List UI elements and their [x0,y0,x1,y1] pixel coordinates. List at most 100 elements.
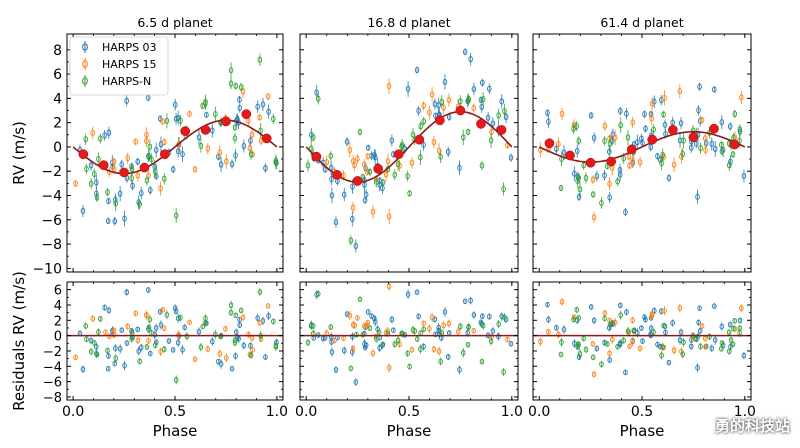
rv-point-marker [719,148,725,155]
residual-point-marker [659,352,664,359]
residual-point-marker [166,338,172,344]
residual-point-harps03 [480,313,485,320]
rv-point-harpsn [357,128,363,136]
rv-point-harps03 [389,134,395,147]
residual-point-marker [153,325,159,331]
residual-point-harps15 [176,330,181,340]
residual-point-harps03 [372,315,377,322]
rv-point-marker [607,148,612,155]
residual-point-marker [96,329,101,335]
rv-point-marker [480,96,486,103]
residual-point-marker [703,344,708,350]
residual-point-harps03 [106,306,112,315]
rv-point-harps03 [196,129,202,145]
residual-point-harps03 [712,303,717,309]
rv-point-harpsn [129,172,134,184]
residual-point-marker [602,310,608,316]
residual-point-marker [496,321,501,327]
rv-point-marker [164,117,170,124]
rv-point-harpsn [681,133,686,148]
residual-point-marker [590,354,596,361]
rv-point-marker [590,191,596,198]
residual-point-marker [607,321,613,328]
residual-point-harpsn [732,318,738,324]
residual-point-marker [273,342,279,349]
residual-point-harps03 [688,343,694,350]
residual-point-harps15 [703,344,708,350]
residual-point-marker [624,309,629,315]
rv-point-marker [727,162,732,169]
residual-point-harps15 [125,323,130,330]
residual-point-harps03 [561,325,567,335]
rv-point-marker [627,162,632,169]
rv-point-harpsn [228,62,234,79]
residual-point-harps15 [441,321,446,330]
rv-point-marker [427,109,432,116]
rv-point-marker [479,162,485,169]
residual-point-harps03 [350,332,355,341]
residual-point-harps03 [344,311,350,318]
residual-point-marker [630,317,635,324]
residual-point-harps03 [697,327,703,335]
residual-point-marker [305,339,311,346]
residual-point-harps03 [363,342,369,349]
rv-point-harps15 [125,152,130,164]
binned-point [565,150,575,161]
rv-point-marker [429,91,435,98]
rv-point-harpsn [198,139,204,153]
residual-point-marker [697,328,703,334]
rv-point-marker [360,173,366,180]
residual-point-marker [105,365,111,372]
rv-point-harps03 [106,126,112,139]
rv-point-marker [487,85,492,92]
rv-point-harps03 [173,113,179,125]
residual-point-harps15 [205,345,211,353]
rv-point-harpsn [248,148,254,161]
rv-point-marker [98,135,103,142]
residual-point-harpsn [731,325,736,332]
residual-point-harps15 [73,354,78,361]
rv-point-harps15 [427,105,432,120]
residual-point-harps15 [590,341,596,347]
residual-point-harps03 [372,317,378,327]
residual-point-marker [618,302,623,309]
rv-point-marker [602,172,607,179]
rv-point-marker [129,166,135,173]
binned-point [585,157,596,168]
rv-point-marker [642,111,647,118]
residual-point-marker [135,326,140,333]
residual-point-harpsn [558,351,564,358]
rv-point-marker [146,153,151,160]
top-ytick-label: 4 [53,91,62,107]
residual-point-marker [162,346,167,353]
residual-point-harps03 [618,302,623,309]
rv-point-marker [571,125,576,132]
rv-point-harps03 [241,139,247,153]
rv-point-harpsn [348,235,354,246]
residual-point-marker [559,339,564,345]
rv-point-harpsn [421,117,426,126]
rv-point-marker [625,134,631,141]
rv-point-harpsn [392,169,398,181]
rv-point-marker [162,139,167,146]
residual-point-harps03 [241,341,247,350]
rv-point-harps03 [591,132,597,144]
residual-point-marker [719,340,725,346]
rv-point-harps03 [380,181,385,195]
residual-point-marker [709,345,715,352]
residual-point-marker [328,324,334,330]
rv-point-harpsn [607,135,613,152]
rv-point-harps15 [386,208,392,225]
x-axis-label: Phase [620,422,665,440]
rv-point-marker [144,131,149,138]
legend: HARPS 03 HARPS 15 HARPS-N [69,36,169,96]
rv-point-harpsn [228,78,234,90]
rv-point-harpsn [96,152,101,166]
residual-point-marker [660,344,665,350]
rv-point-harpsn [238,82,244,92]
rv-point-marker [496,112,501,119]
residual-point-harps03 [678,328,684,336]
residual-point-marker [365,309,371,315]
rv-point-marker [355,155,360,162]
residual-point-harpsn [257,288,263,296]
